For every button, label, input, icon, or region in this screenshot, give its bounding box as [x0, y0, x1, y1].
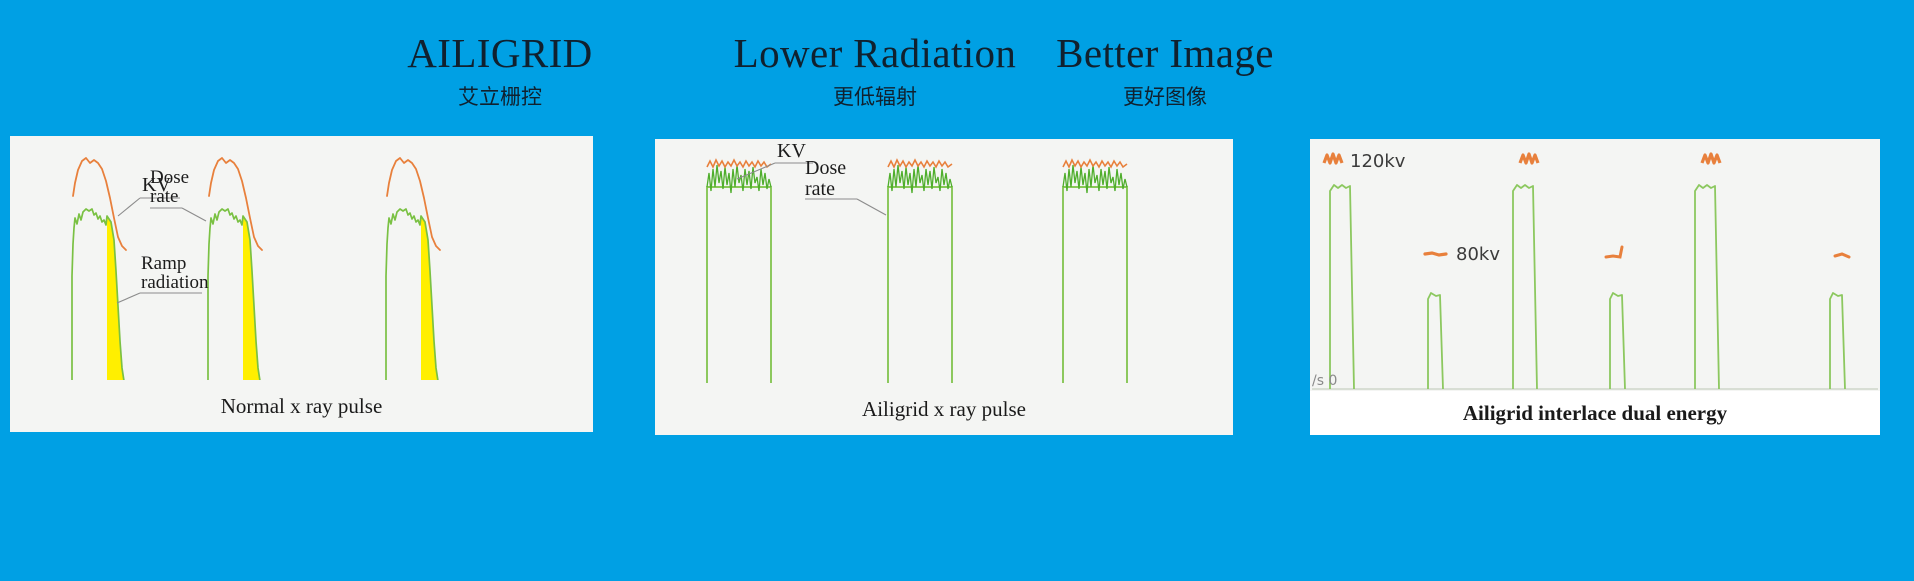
dose-pulse-120-3: [1694, 184, 1720, 390]
dose-pulse-120-1: [1329, 184, 1355, 390]
annotation-dose-rate-line1: Dose: [805, 157, 846, 179]
annotation-ramp-line2: radiation: [141, 272, 209, 293]
caption-ailigrid-interlace-dual-energy: Ailigrid interlace dual energy: [1310, 391, 1880, 435]
pulse-80kv-3: [1829, 292, 1846, 390]
dose-rate-noise-3: [1062, 164, 1128, 194]
header-banner: AILIGRID 艾立栅控 Lower Radiation 更低辐射 Bette…: [0, 0, 1914, 135]
headline-en-1: Lower Radiation: [733, 30, 1017, 76]
headline-en-2: Better Image: [1056, 30, 1274, 76]
kv-burst-markers-120: [1518, 152, 1722, 165]
kv-trace-2: [887, 158, 953, 169]
legend-80kv: 80kv: [1423, 244, 1500, 265]
kv-burst-markers-80: [1604, 245, 1851, 259]
caption-ailigrid-x-ray-pulse: Ailigrid x ray pulse: [655, 383, 1233, 435]
kv-curve-2: [208, 157, 263, 251]
dose-rate-square-1: [706, 186, 772, 395]
kv-trace-1: [706, 158, 772, 169]
kv-trace-3: [1062, 158, 1128, 169]
dose-pulse-80-1: [1427, 292, 1444, 390]
dose-pulse-120-2: [1512, 184, 1538, 390]
axis-label-fragment: /s 0: [1312, 373, 1337, 389]
legend-80kv-marker-icon: [1423, 251, 1448, 257]
headline-group-ailigrid: AILIGRID 艾立栅控: [330, 30, 670, 112]
ramp-fill-3: [421, 216, 444, 389]
legend-120kv-marker-icon: [1322, 152, 1344, 165]
annotation-kv-label: KV: [777, 140, 806, 162]
headline-group-better-image: Better Image 更好图像: [870, 30, 1460, 112]
annotation-ramp-radiation: Ramp radiation: [116, 253, 209, 304]
headline-cn-1: 更低辐射: [833, 85, 917, 109]
headline-cn-2: 更好图像: [1123, 85, 1207, 109]
annotation-dose-rate: Dose rate: [805, 157, 887, 216]
legend-120kv: 120kv: [1322, 151, 1406, 172]
pulse-80kv-2: [1609, 292, 1626, 390]
annotation-dose-rate-line2: rate: [805, 178, 835, 200]
kv-burst-marker-2: [1518, 152, 1540, 165]
headline-group-lower-radiation: Lower Radiation 更低辐射: [570, 30, 1180, 112]
dose-pulse-80-3: [1829, 292, 1846, 390]
annotation-kv: KV: [736, 140, 813, 180]
panel-ailigrid-x-ray-pulse: KV Dose rate Ailigrid x ray pulse: [655, 139, 1233, 435]
pulse-120kv-2: [1512, 184, 1538, 390]
dose-rate-curve-2: [207, 208, 317, 390]
dose-rate-curve-3: [385, 208, 495, 390]
dose-rate-square-3: [1062, 186, 1128, 395]
dose-pulse-80-2: [1609, 292, 1626, 390]
annotation-dose-rate-line1: Dose: [150, 167, 189, 188]
plot-ailigrid-interlace-dual-energy: 120kv 80kv: [1310, 139, 1880, 435]
panel-ailigrid-interlace-dual-energy: 120kv 80kv: [1310, 139, 1880, 435]
annotation-ramp-line1: Ramp: [141, 253, 186, 274]
annotation-kv-label: KV: [142, 174, 171, 196]
ramp-fill-1: [107, 216, 130, 389]
caption-normal-x-ray-pulse: Normal x ray pulse: [10, 380, 593, 432]
legend-120kv-label: 120kv: [1350, 151, 1406, 172]
headline-cn-0: 艾立栅控: [458, 85, 542, 109]
dose-rate-pulse-2: [887, 158, 953, 395]
annotation-dose-rate-line2: rate: [150, 186, 178, 207]
dose-rate-noise-1: [706, 164, 772, 194]
kv-burst-marker-3: [1700, 152, 1722, 165]
kv-marker-80-2: [1604, 245, 1624, 259]
panel-normal-x-ray-pulse: KV Dose rate Ramp radiation Normal x ray…: [10, 136, 593, 432]
headline-en-0: AILIGRID: [407, 30, 593, 76]
kv-curve-3: [386, 157, 441, 251]
dose-rate-square-2: [887, 186, 953, 395]
plot-ailigrid-x-ray-pulse: KV Dose rate: [655, 139, 1233, 435]
ramp-fill-2: [243, 216, 266, 389]
pulse-120kv-1: [1329, 184, 1355, 390]
kv-curve-1: [72, 157, 127, 251]
annotation-dose-rate: Dose rate: [150, 167, 207, 222]
pulse-80kv-1: [1427, 292, 1444, 390]
kv-marker-80-3: [1833, 252, 1851, 259]
pulse-120kv-3: [1694, 184, 1720, 390]
dose-rate-pulse-3: [1062, 158, 1128, 395]
legend-80kv-label: 80kv: [1456, 244, 1500, 265]
annotation-kv: KV: [117, 174, 180, 217]
dose-rate-pulse-1: [706, 158, 772, 395]
dose-rate-noise-2: [887, 164, 953, 194]
